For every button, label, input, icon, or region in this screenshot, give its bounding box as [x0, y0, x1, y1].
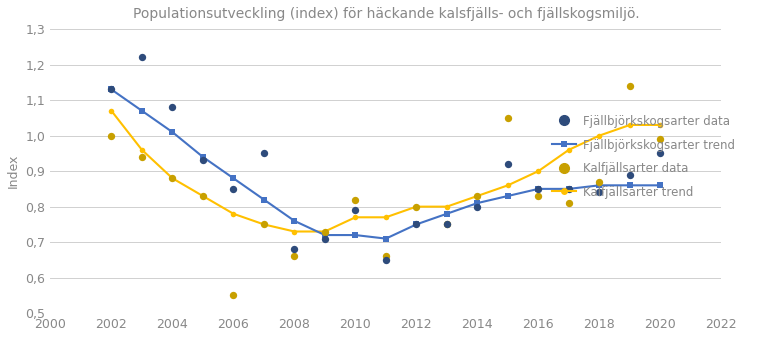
Point	[105, 133, 118, 138]
Point	[502, 161, 514, 167]
Point	[532, 193, 545, 199]
Point	[379, 254, 392, 259]
Point	[227, 186, 240, 192]
Point	[502, 115, 514, 121]
Title: Populationsutveckling (index) för häckande kalsfjälls- och fjällskogsmiljö.: Populationsutveckling (index) för häckan…	[133, 7, 639, 21]
Point	[136, 55, 148, 60]
Point	[288, 246, 300, 252]
Point	[563, 186, 575, 192]
Point	[563, 200, 575, 206]
Point	[654, 137, 667, 142]
Point	[472, 193, 484, 199]
Point	[319, 236, 331, 241]
Point	[349, 197, 362, 202]
Y-axis label: Index: Index	[7, 154, 20, 188]
Point	[258, 222, 270, 227]
Point	[532, 186, 545, 192]
Point	[472, 204, 484, 209]
Point	[593, 190, 605, 195]
Point	[410, 204, 422, 209]
Point	[288, 254, 300, 259]
Point	[227, 293, 240, 298]
Point	[624, 172, 636, 177]
Point	[593, 179, 605, 185]
Point	[379, 257, 392, 263]
Point	[441, 222, 453, 227]
Point	[349, 208, 362, 213]
Point	[441, 222, 453, 227]
Point	[258, 151, 270, 156]
Point	[136, 154, 148, 160]
Point	[105, 87, 118, 92]
Point	[197, 193, 209, 199]
Point	[410, 222, 422, 227]
Point	[166, 104, 178, 110]
Point	[166, 175, 178, 181]
Point	[654, 151, 667, 156]
Point	[319, 229, 331, 234]
Point	[197, 158, 209, 163]
Legend: Fjällbjörkskogsarter data, Fjällbjörkskogsarter trend, Kalfjällsarter data, Kalf: Fjällbjörkskogsarter data, Fjällbjörksko…	[546, 109, 740, 205]
Point	[624, 83, 636, 89]
